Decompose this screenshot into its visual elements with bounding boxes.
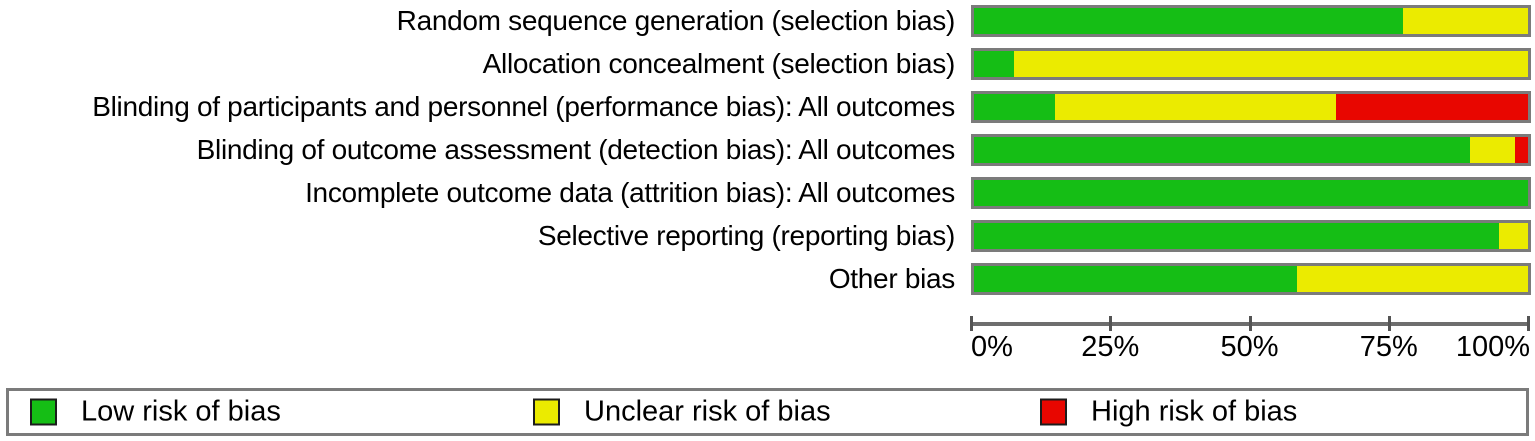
category-label: Blinding of outcome assessment (detectio…: [196, 134, 956, 165]
axis-tick: [1387, 316, 1391, 331]
category-label: Random sequence generation (selection bi…: [396, 5, 956, 36]
axis-tick: [1527, 316, 1530, 331]
axis-tick: [1109, 316, 1113, 331]
bar-row: Random sequence generation (selection bi…: [0, 5, 1535, 37]
bar-segment-high: [1515, 137, 1528, 163]
legend-label: Unclear risk of bias: [584, 395, 831, 428]
bar-row: Selective reporting (reporting bias): [0, 220, 1535, 252]
bar-segment-low: [974, 223, 1500, 249]
category-label: Incomplete outcome data (attrition bias)…: [305, 177, 955, 208]
stacked-bar: [971, 91, 1531, 123]
low-risk-swatch: [30, 398, 57, 426]
stacked-bar: [971, 220, 1531, 252]
axis-tick-label: 50%: [1220, 331, 1279, 363]
bar-segment-unclear: [1054, 94, 1336, 120]
legend-entry: Unclear risk of bias: [533, 395, 831, 428]
stacked-bar: [971, 134, 1531, 166]
legend-label: Low risk of bias: [81, 395, 281, 428]
unclear-risk-swatch: [533, 398, 560, 426]
axis-tick-label: 75%: [1359, 331, 1418, 363]
legend-entry: High risk of bias: [1040, 395, 1298, 428]
stacked-bar: [971, 48, 1531, 80]
bar-row: Incomplete outcome data (attrition bias)…: [0, 177, 1535, 209]
axis-tick-label: 100%: [1455, 331, 1530, 363]
legend-label: High risk of bias: [1091, 395, 1298, 428]
axis-tick-label: 0%: [971, 331, 1013, 363]
stacked-bar: [971, 263, 1531, 295]
bar-segment-low: [974, 180, 1528, 206]
legend: Low risk of bias Unclear risk of bias High…: [6, 388, 1529, 436]
category-label: Other bias: [828, 263, 955, 294]
bar-segment-high: [1335, 94, 1528, 120]
axis-tick-label: 25%: [1081, 331, 1140, 363]
bar-row: Blinding of outcome assessment (detectio…: [0, 134, 1535, 166]
bar-row: Other bias: [0, 263, 1535, 295]
bar-segment-low: [974, 8, 1404, 34]
bar-segment-low: [974, 266, 1297, 292]
legend-entry: Low risk of bias: [30, 395, 281, 428]
high-risk-swatch: [1040, 398, 1067, 426]
bar-segment-unclear: [1469, 137, 1516, 163]
bar-segment-unclear: [1403, 8, 1528, 34]
axis-tick: [970, 316, 973, 331]
bar-segment-low: [974, 137, 1470, 163]
bar-segment-unclear: [1499, 223, 1528, 249]
bar-segment-unclear: [1013, 51, 1528, 77]
bar-segment-low: [974, 94, 1055, 120]
category-label: Selective reporting (reporting bias): [537, 220, 955, 251]
category-label: Blinding of participants and personnel (…: [92, 91, 955, 122]
bar-row: Blinding of participants and personnel (…: [0, 91, 1535, 123]
stacked-bar: [971, 177, 1531, 209]
category-label: Allocation concealment (selection bias): [482, 48, 956, 79]
bar-row: Allocation concealment (selection bias): [0, 48, 1535, 80]
axis-tick: [1248, 316, 1252, 331]
bar-segment-unclear: [1296, 266, 1528, 292]
bar-segment-low: [974, 51, 1014, 77]
stacked-bar: [971, 5, 1531, 37]
